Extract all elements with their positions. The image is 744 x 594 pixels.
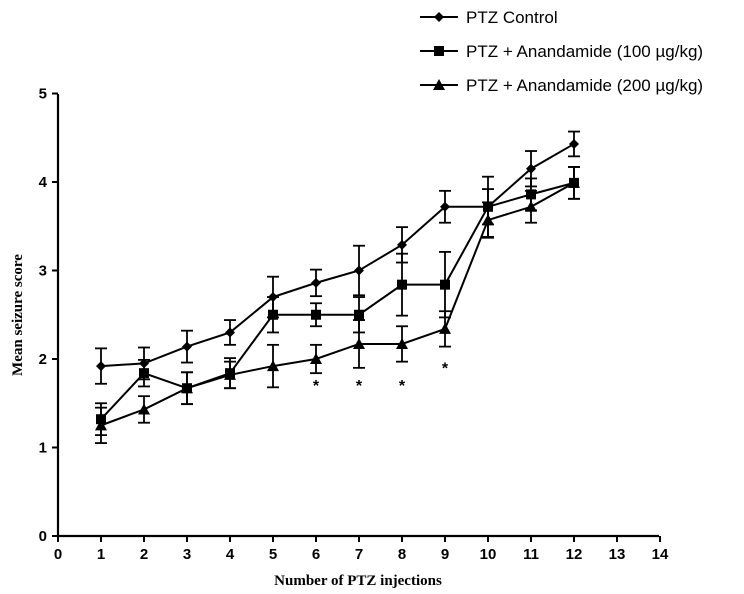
data-point: [526, 163, 536, 174]
data-point: [396, 337, 408, 349]
legend-entry-1: PTZ Control: [420, 8, 558, 27]
series-2: [95, 166, 580, 437]
data-point: [95, 419, 107, 431]
data-point: [568, 176, 580, 188]
x-tick-label-2: 2: [140, 546, 148, 563]
data-point: [268, 309, 278, 320]
data-point: [397, 279, 407, 290]
y-tick-label-4: 4: [39, 174, 48, 191]
data-point: [267, 360, 279, 372]
legend-label: PTZ Control: [466, 8, 558, 27]
x-tick-label-12: 12: [566, 546, 583, 563]
x-tick-label-4: 4: [226, 546, 235, 563]
data-point: [138, 403, 150, 415]
data-point: [310, 353, 322, 364]
series-3: [95, 166, 580, 444]
significance-asterisk: *: [356, 378, 363, 395]
series-1-line: [100, 143, 575, 368]
legend: PTZ Control PTZ + Anandamide (100 µg/kg) P…: [420, 8, 703, 95]
data-point: [224, 368, 236, 380]
significance-asterisk: *: [313, 378, 320, 395]
legend-swatch-marker: [433, 79, 445, 90]
data-point: [353, 337, 365, 349]
data-point: [311, 277, 321, 288]
x-tick-label-14: 14: [652, 546, 669, 563]
legend-entry-3: PTZ + Anandamide (200 µg/kg): [420, 76, 703, 95]
data-point: [354, 265, 364, 276]
data-point: [96, 361, 106, 372]
data-point: [225, 327, 235, 338]
data-point: [181, 382, 193, 394]
legend-label: PTZ + Anandamide (200 µg/kg): [466, 76, 703, 95]
y-tick-label-5: 5: [39, 86, 47, 103]
y-tick-label-2: 2: [39, 351, 47, 368]
data-point: [439, 322, 451, 334]
y-axis-title: Mean seizure score: [10, 254, 26, 376]
x-tick-label-10: 10: [480, 546, 497, 563]
data-point: [569, 138, 579, 149]
data-point: [397, 239, 407, 250]
data-point: [354, 309, 364, 320]
x-tick-label-1: 1: [97, 546, 105, 563]
legend-swatch-marker: [434, 46, 444, 56]
series-2-line: [100, 181, 575, 420]
significance-asterisk: *: [399, 378, 406, 395]
y-tick-label-1: 1: [39, 440, 47, 457]
data-point: [182, 341, 192, 352]
data-point: [311, 309, 321, 320]
plot-area: * * * *: [95, 130, 580, 444]
data-point: [482, 214, 494, 226]
x-tick-label-5: 5: [269, 546, 277, 563]
x-tick-label-11: 11: [523, 546, 539, 563]
legend-swatch-marker: [434, 12, 444, 22]
data-point: [440, 201, 450, 212]
series-3-line: [100, 182, 575, 427]
y-tick-label-3: 3: [39, 263, 47, 280]
data-point: [525, 200, 537, 212]
x-tick-label-9: 9: [441, 546, 449, 563]
data-point: [440, 279, 450, 290]
x-tick-label-6: 6: [312, 546, 320, 563]
x-tick-label-8: 8: [398, 546, 406, 563]
x-tick-label-0: 0: [54, 546, 62, 563]
data-point: [139, 368, 149, 379]
legend-entry-2: PTZ + Anandamide (100 µg/kg): [420, 42, 703, 61]
series-1: [95, 130, 580, 385]
x-tick-label-13: 13: [609, 546, 626, 563]
x-tick-label-7: 7: [355, 546, 363, 563]
x-axis-title: Number of PTZ injections: [274, 573, 442, 589]
y-tick-label-0: 0: [39, 528, 47, 545]
legend-label: PTZ + Anandamide (100 µg/kg): [466, 42, 703, 61]
x-tick-label-3: 3: [183, 546, 191, 563]
significance-asterisk: *: [442, 360, 449, 377]
